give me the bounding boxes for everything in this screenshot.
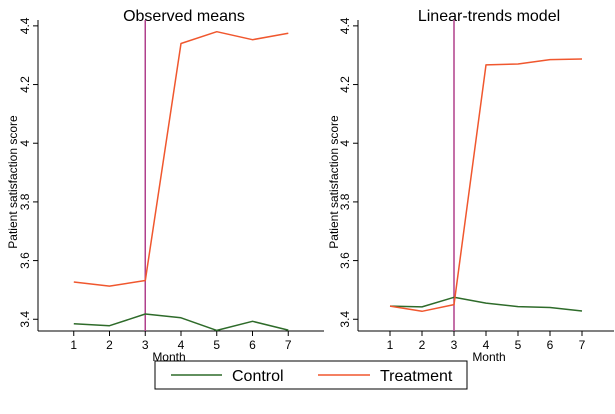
y-tick-label: 4.2 [18, 76, 32, 93]
panel-title: Linear-trends model [418, 8, 560, 25]
x-tick-label: 1 [387, 338, 394, 352]
legend-label-control: Control [232, 368, 284, 385]
series-line-treatment [73, 30, 289, 287]
y-axis-label: Patient satisfaction score [6, 115, 20, 249]
y-tick-label: 4.4 [338, 17, 352, 34]
y-tick-label: 3.4 [18, 311, 32, 328]
x-tick-label: 6 [249, 338, 256, 352]
y-tick-label: 3.6 [338, 252, 352, 269]
panel-title: Observed means [123, 8, 245, 25]
y-tick-label: 3.6 [18, 252, 32, 269]
series-line-control [73, 313, 289, 332]
y-tick-label: 4 [18, 140, 32, 147]
x-tick-label: 4 [178, 338, 185, 352]
y-tick-label: 4.4 [18, 17, 32, 34]
x-tick-label: 2 [419, 338, 426, 352]
y-tick-label: 3.8 [338, 193, 352, 210]
y-tick-label: 4.2 [338, 76, 352, 93]
y-tick-label: 4 [338, 140, 352, 147]
y-axis-label: Patient satisfaction score [327, 115, 341, 249]
x-tick-label: 7 [285, 338, 292, 352]
series-line-control [389, 296, 583, 312]
legend: Control Treatment [154, 360, 468, 390]
x-axis-label: Month [472, 350, 505, 364]
x-tick-label: 3 [451, 338, 458, 352]
x-tick-label: 5 [213, 338, 220, 352]
series-line-treatment [389, 58, 583, 313]
y-tick-label: 3.4 [338, 311, 352, 328]
legend-label-treatment: Treatment [380, 368, 453, 385]
x-tick-label: 6 [547, 338, 554, 352]
x-tick-label: 5 [515, 338, 522, 352]
x-tick-label: 2 [106, 338, 113, 352]
x-tick-label: 7 [579, 338, 586, 352]
panel-linear-trends-model: Linear-trends model Patient satisfaction… [327, 8, 614, 364]
x-tick-label: 1 [70, 338, 77, 352]
x-tick-label: 4 [483, 338, 490, 352]
x-tick-label: 3 [142, 338, 149, 352]
y-tick-label: 3.8 [18, 193, 32, 210]
panel-observed-means: Observed means Patient satisfaction scor… [6, 8, 324, 364]
